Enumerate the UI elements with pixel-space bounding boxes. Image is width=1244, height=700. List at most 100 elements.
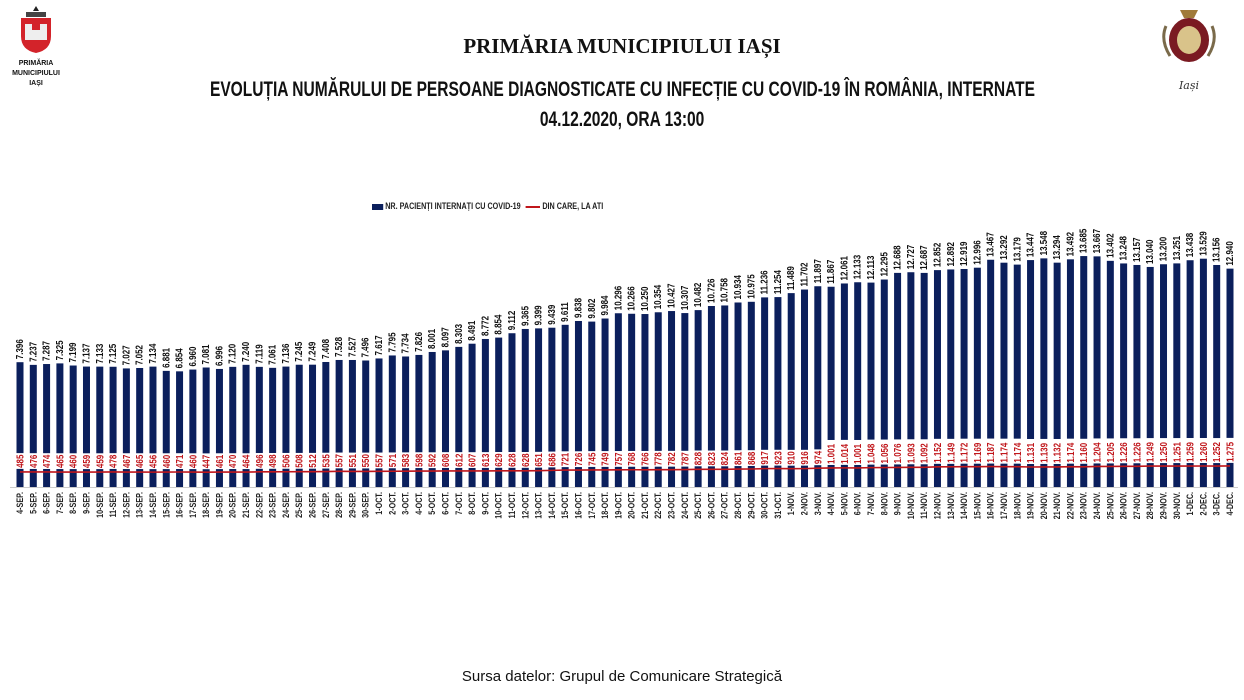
bar-value-label: 13.040 bbox=[1144, 240, 1155, 264]
bar bbox=[694, 310, 702, 487]
ati-label-bg bbox=[1105, 438, 1116, 464]
ati-label-bg bbox=[799, 449, 810, 466]
ati-label-bg bbox=[919, 439, 930, 465]
x-tick-label: 31-OCT. bbox=[773, 492, 783, 519]
bar-value-label: 7.133 bbox=[94, 344, 105, 364]
x-tick-label: 20-SEP. bbox=[228, 492, 238, 518]
ati-value-label: 916 bbox=[799, 451, 810, 464]
ati-value-label: 461 bbox=[214, 455, 225, 468]
ati-value-label: 629 bbox=[493, 453, 504, 466]
x-tick-label: 1-DEC. bbox=[1185, 492, 1195, 516]
x-tick-label: 10-OCT. bbox=[494, 492, 504, 519]
bar-value-label: 7.081 bbox=[200, 345, 211, 365]
ati-value-label: 551 bbox=[347, 454, 358, 467]
bar-value-label: 12.892 bbox=[945, 242, 956, 266]
bar-value-label: 7.795 bbox=[386, 332, 397, 352]
bar-value-label: 13.467 bbox=[985, 232, 996, 256]
bar bbox=[362, 360, 370, 487]
ati-label-bg bbox=[506, 452, 517, 468]
bar bbox=[1213, 264, 1221, 487]
bar bbox=[269, 367, 277, 487]
bar bbox=[787, 293, 795, 487]
bar-value-label: 8.854 bbox=[493, 315, 504, 335]
ati-value-label: 460 bbox=[161, 455, 172, 468]
x-tick-label: 1-OCT. bbox=[374, 492, 384, 515]
ati-label-bg bbox=[187, 453, 198, 470]
logo-right-text: Iași bbox=[1178, 79, 1200, 92]
ati-value-label: 571 bbox=[387, 454, 398, 467]
bar-value-label: 7.125 bbox=[107, 344, 118, 364]
ati-value-label: 1.160 bbox=[1078, 443, 1089, 463]
hospitalized-chart: 7.396 4-SEP. 7.237 5-SEP. 7.287 6-SEP. 7.325 7-… bbox=[10, 229, 1238, 519]
bar-value-label: 9.399 bbox=[533, 305, 544, 325]
ati-label-bg bbox=[241, 453, 252, 470]
ati-label-bg bbox=[1038, 438, 1049, 464]
bar-value-label: 13.157 bbox=[1131, 238, 1142, 262]
bar-value-label: 6.996 bbox=[214, 346, 225, 366]
bar bbox=[761, 297, 769, 487]
x-tick-label: 12-OCT. bbox=[521, 492, 531, 519]
x-tick-label: 28-OCT. bbox=[733, 492, 743, 519]
x-tick-label: 2-NOV. bbox=[800, 492, 810, 515]
ati-value-label: 824 bbox=[719, 452, 730, 465]
bar-value-label: 7.120 bbox=[227, 344, 238, 364]
ati-value-label: 1.001 bbox=[852, 444, 863, 464]
bar-value-label: 8.303 bbox=[453, 324, 464, 344]
bar-value-label: 7.199 bbox=[67, 343, 78, 363]
bar bbox=[827, 286, 835, 487]
bar bbox=[388, 355, 396, 487]
bar-value-label: 11.897 bbox=[812, 259, 823, 283]
bar-value-label: 9.802 bbox=[586, 299, 597, 319]
bar bbox=[521, 328, 529, 487]
x-tick-label: 14-OCT. bbox=[547, 492, 557, 519]
bar bbox=[415, 354, 423, 487]
x-tick-label: 4-SEP. bbox=[15, 492, 25, 514]
bar bbox=[973, 267, 981, 487]
ati-value-label: 550 bbox=[360, 454, 371, 467]
ati-label-bg bbox=[733, 450, 744, 467]
chart-date: 04.12.2020, ORA 13:00 bbox=[539, 108, 705, 131]
bar-value-label: 7.408 bbox=[320, 339, 331, 359]
ati-value-label: 1.187 bbox=[985, 443, 996, 463]
x-tick-label: 30-NOV. bbox=[1172, 492, 1182, 519]
ati-value-label: 768 bbox=[626, 452, 637, 465]
ati-value-label: 459 bbox=[81, 455, 92, 468]
x-tick-label: 13-NOV. bbox=[946, 492, 956, 519]
ati-label-bg bbox=[94, 453, 105, 470]
ati-value-label: 512 bbox=[307, 454, 318, 467]
bar-value-label: 13.492 bbox=[1065, 232, 1076, 256]
bar-value-label: 9.365 bbox=[519, 306, 530, 326]
page-title: PRIMĂRIA MUNICIPIULUI IAȘI bbox=[463, 34, 781, 58]
bar-value-label: 9.984 bbox=[599, 296, 610, 316]
bar bbox=[109, 366, 117, 487]
x-tick-label: 16-OCT. bbox=[574, 492, 584, 519]
bar-value-label: 10.934 bbox=[732, 275, 743, 299]
bar bbox=[56, 363, 64, 487]
ati-label-bg bbox=[600, 451, 611, 467]
bar-value-label: 11.702 bbox=[799, 263, 810, 287]
bar-value-label: 7.245 bbox=[293, 342, 304, 362]
x-tick-label: 3-DEC. bbox=[1212, 492, 1222, 516]
bar-value-label: 7.137 bbox=[81, 344, 92, 364]
bar bbox=[428, 351, 436, 487]
bar-value-label: 11.254 bbox=[772, 270, 783, 294]
ati-value-label: 1.131 bbox=[1025, 443, 1036, 463]
ati-value-label: 1.259 bbox=[1185, 442, 1196, 462]
ati-value-label: 628 bbox=[520, 453, 531, 466]
ati-value-label: 1.076 bbox=[892, 443, 903, 463]
bar-value-label: 7.396 bbox=[14, 339, 25, 359]
ati-value-label: 557 bbox=[334, 454, 345, 467]
bar-value-label: 7.325 bbox=[54, 340, 65, 360]
ati-value-label: 592 bbox=[427, 454, 438, 467]
ati-label-bg bbox=[905, 439, 916, 465]
x-tick-label: 14-NOV. bbox=[959, 492, 969, 519]
ati-value-label: 721 bbox=[560, 453, 571, 466]
ati-label-bg bbox=[134, 453, 145, 470]
bar-value-label: 12.852 bbox=[932, 243, 943, 267]
bar bbox=[854, 282, 862, 487]
bar-value-label: 7.496 bbox=[360, 338, 371, 358]
ati-value-label: 757 bbox=[613, 452, 624, 465]
ati-line bbox=[19, 465, 1231, 473]
bar-value-label: 13.292 bbox=[998, 235, 1009, 259]
x-tick-label: 26-SEP. bbox=[308, 492, 318, 518]
